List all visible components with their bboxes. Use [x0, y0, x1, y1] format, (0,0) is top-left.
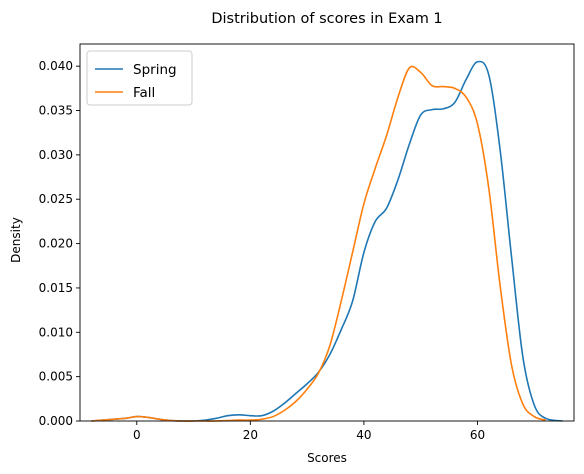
legend-label-fall: Fall: [133, 85, 155, 101]
series-line-spring: [91, 60, 563, 422]
y-tick-label: 0.040: [39, 59, 73, 73]
y-tick-label: 0.015: [39, 281, 73, 295]
legend-label-spring: Spring: [133, 62, 177, 78]
x-tick-label: 0: [133, 428, 141, 442]
y-axis-label: Density: [9, 217, 23, 263]
legend: Spring Fall: [86, 50, 193, 106]
y-tick-label: 0.035: [39, 104, 73, 118]
series-line-fall: [91, 65, 546, 422]
x-axis-label: Scores: [307, 451, 347, 465]
y-tick-label: 0.000: [39, 414, 73, 428]
y-tick-label: 0.010: [39, 325, 73, 339]
plot-frame: [79, 43, 575, 422]
y-tick-label: 0.030: [39, 148, 73, 162]
y-tick-label: 0.005: [39, 370, 73, 384]
chart-title: Distribution of scores in Exam 1: [211, 11, 442, 27]
y-tick-label: 0.025: [39, 192, 73, 206]
x-tick-label: 20: [243, 428, 258, 442]
x-tick-label: 60: [470, 428, 485, 442]
x-tick-label: 40: [356, 428, 371, 442]
y-tick-label: 0.020: [39, 237, 73, 251]
